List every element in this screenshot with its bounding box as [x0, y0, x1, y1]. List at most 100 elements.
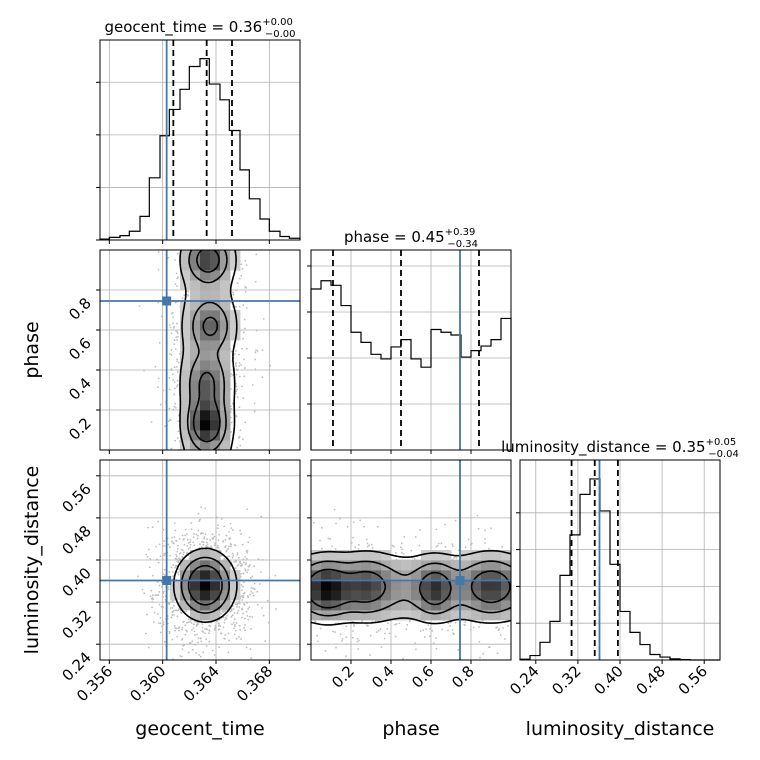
sample-point	[256, 603, 259, 606]
sample-point	[169, 419, 172, 422]
sample-point	[353, 623, 355, 626]
density-cell	[431, 560, 442, 571]
density-cell	[210, 370, 221, 381]
density-cell	[441, 600, 452, 611]
x-tick-label: 0.56	[675, 662, 711, 698]
sample-point	[151, 597, 154, 599]
sample-point	[251, 592, 254, 595]
sample-point	[242, 397, 245, 400]
sample-point	[176, 550, 179, 553]
sample-point	[230, 527, 233, 530]
contour-line	[310, 560, 512, 617]
sample-point	[171, 610, 174, 613]
sample-point	[205, 638, 208, 641]
sample-point	[188, 557, 191, 560]
sample-point	[173, 393, 176, 396]
sample-point	[453, 557, 455, 559]
density-cell	[180, 570, 191, 581]
title-main: luminosity_distance = 0.35	[501, 438, 705, 457]
sample-point	[241, 385, 243, 388]
sample-point	[172, 564, 175, 566]
density-cell	[451, 610, 462, 621]
density-cell	[200, 300, 211, 311]
sample-point	[237, 609, 240, 612]
sample-point	[168, 571, 171, 573]
sample-point	[246, 508, 249, 511]
density-cell	[210, 380, 221, 391]
sample-point	[223, 621, 226, 624]
density-cell	[471, 610, 482, 621]
sample-point	[476, 514, 479, 517]
sample-point	[432, 642, 435, 645]
sample-point	[164, 573, 166, 576]
density-cell	[210, 610, 221, 621]
density-cell	[180, 400, 191, 411]
sample-point	[157, 377, 160, 380]
sample-point	[176, 285, 178, 288]
sample-point	[230, 616, 233, 618]
sample-point	[162, 389, 164, 392]
sample-point	[147, 548, 150, 551]
sample-point	[236, 565, 239, 567]
density-cell	[220, 320, 231, 331]
density-cell	[371, 610, 382, 621]
density-cell	[491, 550, 502, 561]
sample-point	[206, 628, 208, 631]
density-cell	[210, 410, 221, 421]
sample-point	[244, 290, 247, 293]
sample-point	[376, 525, 379, 528]
density-cell	[441, 550, 452, 561]
sample-point	[242, 585, 244, 588]
sample-point	[354, 546, 357, 549]
density-cell	[190, 280, 201, 291]
marginal-title: luminosity_distance = 0.35+0.05 −0.04	[501, 437, 739, 460]
sample-point	[244, 555, 246, 558]
sample-point	[240, 638, 243, 640]
sample-point	[414, 536, 417, 538]
sample-point	[218, 623, 221, 625]
sample-point	[177, 276, 179, 279]
density-cell	[401, 600, 412, 611]
sample-point	[345, 655, 347, 658]
density-cell	[220, 280, 231, 291]
sample-point	[159, 631, 162, 634]
sample-point	[384, 632, 386, 635]
sample-point	[392, 545, 395, 548]
x-tick-label: 0.32	[548, 662, 584, 698]
sample-point	[224, 616, 227, 619]
sample-point	[240, 263, 243, 266]
density-cell	[391, 580, 402, 591]
sample-point	[170, 566, 173, 569]
sample-point	[228, 530, 230, 533]
sample-point	[195, 533, 198, 536]
density-cell	[200, 270, 211, 281]
sample-point	[176, 547, 179, 550]
sample-point	[240, 564, 243, 567]
density-cell	[311, 590, 322, 601]
title-minus: −0.00	[265, 29, 296, 40]
sample-point	[199, 655, 202, 658]
sample-point	[233, 544, 236, 546]
sample-point	[236, 282, 239, 285]
sample-point	[218, 628, 221, 631]
sample-point	[224, 634, 227, 637]
sample-point	[399, 546, 402, 549]
sample-point	[370, 543, 373, 546]
sample-point	[188, 642, 191, 644]
density-cell	[210, 340, 221, 351]
sample-point	[162, 596, 164, 599]
sample-point	[177, 609, 180, 612]
sample-point	[183, 544, 186, 546]
contour-line	[310, 549, 512, 626]
sample-point	[187, 621, 190, 624]
sample-point	[248, 606, 251, 609]
density-cell	[200, 360, 211, 371]
sample-point	[274, 574, 277, 577]
density-cell	[210, 270, 221, 281]
density-cell	[341, 590, 352, 601]
title-main: phase = 0.45	[344, 228, 445, 246]
density-cell	[210, 250, 221, 261]
sample-point	[181, 626, 184, 629]
sample-point	[186, 551, 188, 554]
density-cell	[210, 310, 221, 321]
